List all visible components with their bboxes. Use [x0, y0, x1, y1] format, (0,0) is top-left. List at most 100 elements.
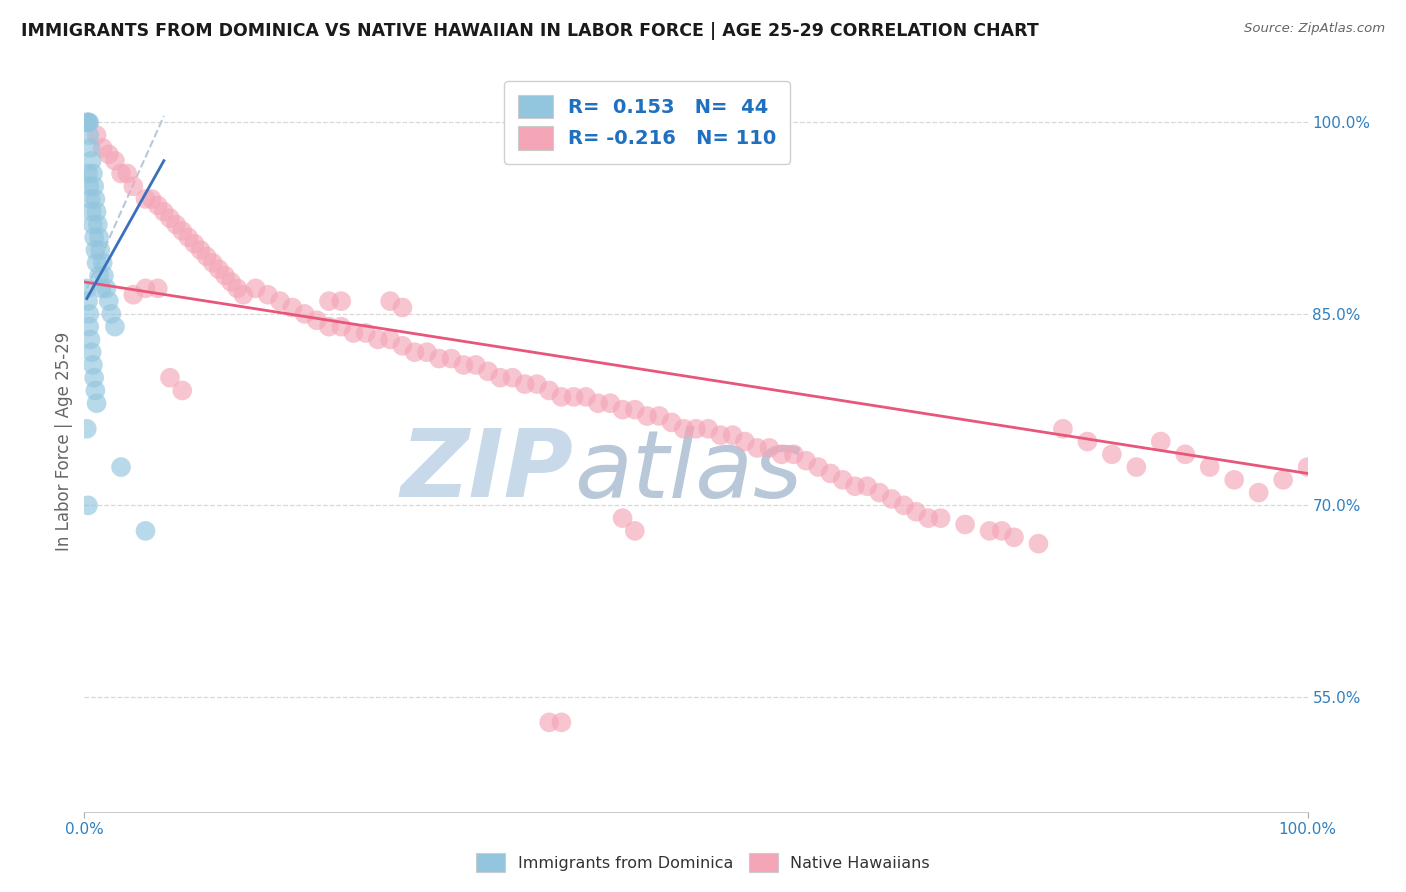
Native Hawaiians [165, 218, 187, 232]
Native Hawaiians [391, 301, 413, 315]
Native Hawaiians [219, 275, 242, 289]
Immigrants from Dominica [77, 115, 100, 129]
Immigrants from Dominica [84, 243, 107, 257]
Native Hawaiians [612, 402, 634, 417]
Native Hawaiians [172, 384, 194, 398]
Immigrants from Dominica [79, 141, 101, 155]
Native Hawaiians [869, 485, 891, 500]
Immigrants from Dominica [77, 307, 100, 321]
Native Hawaiians [831, 473, 853, 487]
Immigrants from Dominica [77, 294, 100, 309]
Native Hawaiians [807, 460, 830, 475]
Native Hawaiians [758, 441, 780, 455]
Native Hawaiians [991, 524, 1014, 538]
Immigrants from Dominica [77, 499, 100, 513]
Native Hawaiians [141, 192, 163, 206]
Immigrants from Dominica [76, 281, 98, 295]
Native Hawaiians [190, 243, 212, 257]
Native Hawaiians [195, 250, 218, 264]
Native Hawaiians [575, 390, 598, 404]
Native Hawaiians [794, 453, 817, 467]
Native Hawaiians [893, 499, 915, 513]
Native Hawaiians [177, 230, 200, 244]
Immigrants from Dominica [76, 115, 98, 129]
Native Hawaiians [135, 281, 157, 295]
Text: atlas: atlas [574, 425, 801, 516]
Native Hawaiians [416, 345, 439, 359]
Native Hawaiians [226, 281, 249, 295]
Native Hawaiians [953, 517, 976, 532]
Native Hawaiians [404, 345, 426, 359]
Native Hawaiians [929, 511, 952, 525]
Native Hawaiians [318, 319, 340, 334]
Text: Source: ZipAtlas.com: Source: ZipAtlas.com [1244, 22, 1385, 36]
Native Hawaiians [201, 256, 224, 270]
Native Hawaiians [159, 211, 181, 226]
Native Hawaiians [172, 224, 194, 238]
Native Hawaiians [586, 396, 609, 410]
Native Hawaiians [183, 236, 205, 251]
Immigrants from Dominica [86, 204, 108, 219]
Immigrants from Dominica [77, 179, 100, 194]
Native Hawaiians [391, 339, 413, 353]
Text: ZIP: ZIP [401, 425, 574, 517]
Native Hawaiians [747, 441, 769, 455]
Native Hawaiians [330, 294, 353, 309]
Native Hawaiians [146, 281, 169, 295]
Immigrants from Dominica [76, 422, 98, 436]
Immigrants from Dominica [135, 524, 157, 538]
Native Hawaiians [820, 467, 842, 481]
Text: IMMIGRANTS FROM DOMINICA VS NATIVE HAWAIIAN IN LABOR FORCE | AGE 25-29 CORRELATI: IMMIGRANTS FROM DOMINICA VS NATIVE HAWAI… [21, 22, 1039, 40]
Native Hawaiians [697, 422, 720, 436]
Native Hawaiians [550, 390, 572, 404]
Native Hawaiians [624, 524, 647, 538]
Native Hawaiians [979, 524, 1001, 538]
Native Hawaiians [1198, 460, 1220, 475]
Native Hawaiians [232, 287, 254, 301]
Native Hawaiians [257, 287, 280, 301]
Native Hawaiians [110, 166, 132, 180]
Native Hawaiians [856, 479, 879, 493]
Native Hawaiians [612, 511, 634, 525]
Immigrants from Dominica [80, 345, 103, 359]
Native Hawaiians [880, 491, 903, 506]
Native Hawaiians [1174, 447, 1197, 461]
Native Hawaiians [294, 307, 316, 321]
Native Hawaiians [367, 333, 389, 347]
Native Hawaiians [97, 147, 120, 161]
Immigrants from Dominica [87, 268, 110, 283]
Immigrants from Dominica [84, 384, 107, 398]
Native Hawaiians [672, 422, 695, 436]
Native Hawaiians [380, 294, 402, 309]
Native Hawaiians [648, 409, 671, 423]
Native Hawaiians [477, 364, 499, 378]
Immigrants from Dominica [80, 153, 103, 168]
Immigrants from Dominica [77, 319, 100, 334]
Native Hawaiians [214, 268, 236, 283]
Native Hawaiians [1296, 460, 1319, 475]
Immigrants from Dominica [87, 230, 110, 244]
Native Hawaiians [281, 301, 304, 315]
Immigrants from Dominica [77, 166, 100, 180]
Immigrants from Dominica [83, 370, 105, 384]
Native Hawaiians [538, 384, 561, 398]
Immigrants from Dominica [87, 218, 110, 232]
Immigrants from Dominica [82, 358, 104, 372]
Native Hawaiians [721, 428, 744, 442]
Immigrants from Dominica [80, 204, 103, 219]
Native Hawaiians [1076, 434, 1098, 449]
Immigrants from Dominica [110, 460, 132, 475]
Native Hawaiians [153, 204, 176, 219]
Native Hawaiians [734, 434, 756, 449]
Native Hawaiians [905, 505, 928, 519]
Native Hawaiians [562, 390, 585, 404]
Native Hawaiians [427, 351, 450, 366]
Native Hawaiians [685, 422, 707, 436]
Native Hawaiians [599, 396, 621, 410]
Native Hawaiians [636, 409, 658, 423]
Native Hawaiians [330, 319, 353, 334]
Native Hawaiians [770, 447, 793, 461]
Native Hawaiians [354, 326, 377, 340]
Native Hawaiians [1272, 473, 1295, 487]
Native Hawaiians [917, 511, 939, 525]
